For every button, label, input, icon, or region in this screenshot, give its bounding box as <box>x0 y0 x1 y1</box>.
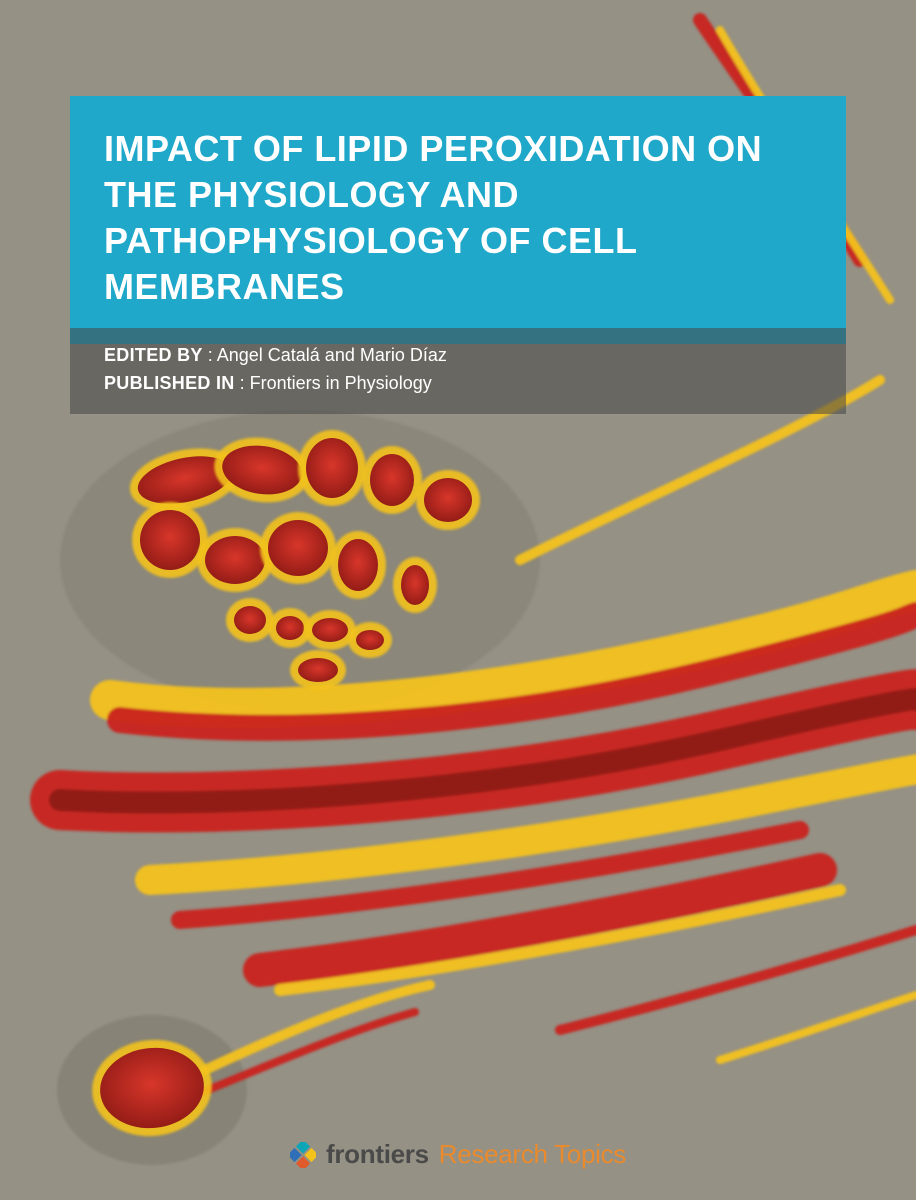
cover-title: IMPACT OF LIPID PEROXIDATION ON THE PHYS… <box>104 126 812 310</box>
published-in-value: Frontiers in Physiology <box>250 373 432 393</box>
meta-band: EDITED BY : Angel Catalá and Mario Díaz … <box>70 328 846 414</box>
edited-by-value: Angel Catalá and Mario Díaz <box>217 345 447 365</box>
brand-sub: Research Topics <box>439 1139 626 1170</box>
published-in-line: PUBLISHED IN : Frontiers in Physiology <box>104 370 812 398</box>
colon-sep: : <box>203 345 217 365</box>
published-in-label: PUBLISHED IN <box>104 373 235 393</box>
brand-name: frontiers <box>326 1139 429 1170</box>
edited-by-line: EDITED BY : Angel Catalá and Mario Díaz <box>104 342 812 370</box>
colon-sep: : <box>235 373 250 393</box>
footer-brand: frontiers Research Topics <box>0 1139 916 1170</box>
frontiers-logo-icon <box>290 1142 316 1168</box>
edited-by-label: EDITED BY <box>104 345 203 365</box>
title-band: IMPACT OF LIPID PEROXIDATION ON THE PHYS… <box>70 96 846 344</box>
